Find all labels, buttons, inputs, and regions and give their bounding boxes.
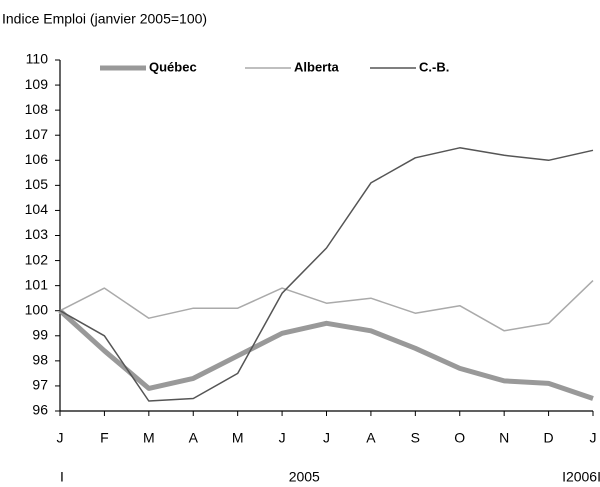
- y-tick-label: 105: [25, 176, 49, 192]
- x-tick-label: F: [100, 430, 109, 446]
- series-line: [58, 308, 594, 401]
- x-group-label: 2005: [289, 469, 320, 485]
- y-tick-label: 107: [25, 126, 49, 142]
- legend-label: C.-B.: [419, 59, 449, 74]
- y-tick-label: 100: [25, 301, 49, 317]
- y-tick-label: 97: [32, 377, 48, 393]
- chart-title: Indice Emploi (janvier 2005=100): [2, 11, 207, 27]
- x-tick-label: O: [454, 430, 465, 446]
- x-tick-label: M: [232, 430, 244, 446]
- y-tick-label: 109: [25, 76, 49, 92]
- x-tick-label: J: [323, 430, 330, 446]
- x-tick-label: J: [590, 430, 597, 446]
- y-tick-label: 110: [26, 51, 49, 67]
- y-tick-label: 98: [32, 352, 48, 368]
- y-tick-label: 102: [25, 251, 49, 267]
- y-tick-label: 101: [25, 276, 49, 292]
- y-tick-label: 106: [25, 151, 49, 167]
- y-tick-label: 96: [32, 402, 48, 418]
- legend-label: Alberta: [294, 59, 340, 74]
- x-tick-label: A: [366, 430, 376, 446]
- x-tick-label: J: [57, 430, 64, 446]
- x-tick-label: J: [279, 430, 286, 446]
- x-tick-label: D: [544, 430, 554, 446]
- y-tick-label: 108: [25, 101, 49, 117]
- x-tick-label: S: [411, 430, 420, 446]
- series-line: [59, 147, 594, 402]
- x-tick-label: M: [143, 430, 155, 446]
- y-tick-label: 103: [25, 226, 49, 242]
- y-tick-label: 99: [32, 326, 48, 342]
- x-group-label: I: [60, 469, 64, 485]
- legend-label: Québec: [149, 59, 197, 74]
- x-tick-label: N: [499, 430, 509, 446]
- x-group-label: I2006I: [562, 469, 600, 485]
- series-line: [59, 280, 594, 332]
- x-tick-label: A: [189, 430, 199, 446]
- y-tick-label: 104: [25, 201, 49, 217]
